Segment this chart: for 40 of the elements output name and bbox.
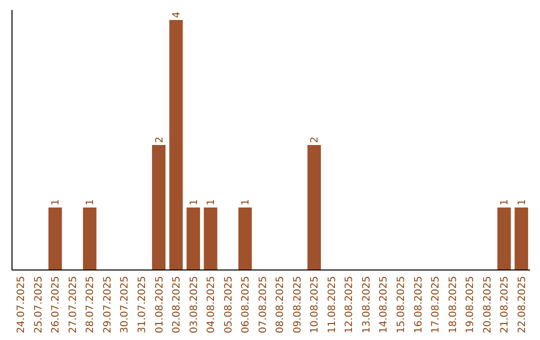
x-tick-label: 05.08.2025 — [223, 276, 234, 334]
x-tick-label: 16.08.2025 — [413, 276, 424, 334]
x-tick-label: 07.08.2025 — [258, 276, 269, 334]
x-tick-label: 20.08.2025 — [482, 276, 494, 334]
data-label: 1 — [85, 199, 96, 206]
x-tick-label: 10.08.2025 — [310, 276, 321, 334]
data-label: 1 — [50, 199, 62, 206]
x-tick-label: 29.07.2025 — [102, 276, 114, 334]
x-tick-label: 22.08.2025 — [516, 276, 528, 334]
data-label: 2 — [310, 136, 321, 143]
data-label: 4 — [172, 12, 183, 18]
x-tick-label: 26.07.2025 — [50, 276, 62, 334]
data-label: 1 — [516, 199, 528, 206]
x-tick-label: 18.08.2025 — [448, 276, 459, 334]
x-tick-label: 30.07.2025 — [120, 276, 131, 334]
x-tick-label: 21.08.2025 — [500, 276, 511, 334]
x-tick-label: 04.08.2025 — [206, 276, 218, 334]
data-label: 1 — [188, 199, 200, 206]
x-tick-label: 25.07.2025 — [33, 276, 44, 334]
x-tick-label: 28.07.2025 — [85, 276, 96, 334]
data-label: 1 — [206, 199, 218, 206]
x-tick-label: 14.08.2025 — [378, 276, 390, 334]
data-label: 2 — [154, 136, 166, 143]
data-label: 1 — [500, 199, 511, 206]
x-tick-label: 15.08.2025 — [396, 276, 407, 334]
x-tick-label: 27.07.2025 — [68, 276, 79, 334]
x-tick-label: 01.08.2025 — [154, 276, 166, 334]
x-tick-label: 09.08.2025 — [292, 276, 304, 334]
x-tick-label: 08.08.2025 — [275, 276, 286, 334]
x-tick-label: 02.08.2025 — [172, 276, 183, 334]
x-tick-label: 31.07.2025 — [137, 276, 148, 334]
x-tick-label: 17.08.2025 — [430, 276, 442, 334]
x-tick-label: 03.08.2025 — [188, 276, 200, 334]
x-tick-label: 11.08.2025 — [326, 276, 338, 334]
x-tick-label: 13.08.2025 — [361, 276, 372, 334]
x-tick-label: 06.08.2025 — [240, 276, 252, 334]
data-label: 1 — [240, 199, 252, 206]
x-tick-label: 12.08.2025 — [344, 276, 356, 334]
x-tick-label: 19.08.2025 — [465, 276, 476, 334]
x-tick-label: 24.07.2025 — [16, 276, 28, 334]
